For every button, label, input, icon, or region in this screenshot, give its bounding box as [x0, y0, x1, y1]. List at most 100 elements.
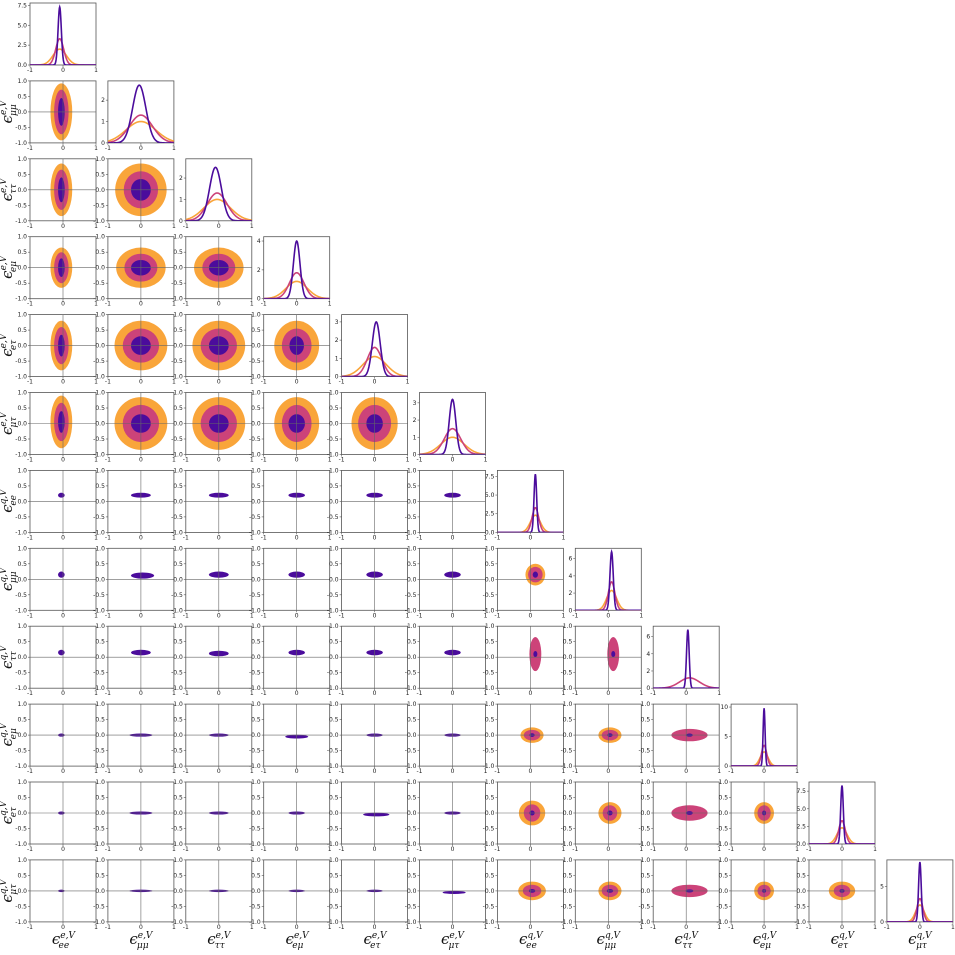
y-tick-label: 0.0	[251, 810, 261, 817]
axis-label: ϵe,Vμτ	[0, 410, 19, 435]
y-tick-label: 0.5	[641, 872, 651, 879]
x-tick-label: -1	[105, 534, 111, 541]
density-curve	[731, 751, 798, 767]
x-tick-label: 1	[484, 612, 488, 619]
x-tick-label: -1	[105, 612, 111, 619]
y-tick-label: -1.0	[93, 685, 105, 692]
x-tick-label: 1	[94, 379, 98, 386]
y-tick-label: 1.0	[173, 623, 183, 630]
y-tick-label: 0.5	[173, 795, 183, 802]
y-tick-label: -0.5	[405, 903, 417, 910]
y-tick-label: -1.0	[171, 919, 183, 926]
axis-label: ϵe,V ee	[52, 930, 77, 951]
x-tick-label: -1	[105, 457, 111, 464]
x-tick-label: 1	[561, 534, 565, 541]
y-tick-label: 1.0	[95, 390, 105, 397]
y-tick-label: -1.0	[249, 607, 261, 614]
x-tick-label: -1	[650, 768, 656, 775]
y-tick-label: 0.5	[95, 327, 105, 334]
label-sub: μμ	[137, 941, 149, 951]
y-tick-label: 1.0	[173, 234, 183, 241]
x-tick-label: 0	[451, 457, 455, 464]
label-symbol: ϵ	[0, 270, 16, 279]
x-tick-label: -1	[261, 457, 267, 464]
y-tick-label: 0.5	[173, 872, 183, 879]
y-tick-label: 1.0	[95, 545, 105, 552]
y-tick-label: 1.0	[407, 545, 417, 552]
y-tick-label: 0.5	[251, 483, 261, 490]
y-tick-label: -0.5	[327, 592, 339, 599]
y-tick-label: 0	[179, 218, 183, 225]
y-tick-label: 2	[335, 337, 339, 344]
label-symbol: ϵ	[0, 894, 16, 903]
y-tick-label: 0	[880, 919, 884, 926]
x-tick-label: 1	[250, 301, 254, 308]
x-tick-label: 0	[295, 301, 299, 308]
y-tick-label: 1.0	[329, 779, 339, 786]
x-tick-label: 0	[139, 379, 143, 386]
y-tick-label: 1.0	[251, 545, 261, 552]
y-tick-label: 0.0	[173, 343, 183, 350]
label-symbol: ϵ	[0, 660, 16, 669]
y-tick-label: 0.5	[173, 327, 183, 334]
x-tick-label: 1	[561, 612, 565, 619]
y-tick-label: -0.5	[171, 514, 183, 521]
x-tick-label: 1	[717, 846, 721, 853]
y-tick-label: -1.0	[15, 763, 27, 770]
y-tick-label: 4	[257, 238, 261, 245]
label-sup: e,V	[60, 931, 76, 941]
y-tick-label: -1.0	[638, 841, 650, 848]
y-tick-label: 0.0	[796, 841, 806, 848]
y-tick-label: 0.5	[485, 872, 495, 879]
density-curve	[497, 473, 564, 533]
density-curve	[886, 897, 953, 922]
density-curve	[185, 198, 252, 221]
y-tick-label: 0.5	[17, 717, 27, 724]
label-sup: q,V	[0, 488, 9, 505]
y-tick-label: -0.5	[15, 202, 27, 209]
y-tick-label: 1.0	[563, 779, 573, 786]
label-symbol: ϵ	[286, 930, 295, 948]
x-tick-label: 1	[172, 301, 176, 308]
y-tick-label: -0.5	[327, 748, 339, 755]
label-symbol: ϵ	[0, 737, 16, 746]
label-sub: eμ	[9, 728, 19, 739]
x-tick-label: -1	[728, 924, 734, 931]
y-tick-label: 0.0	[407, 498, 417, 505]
x-tick-label: -1	[417, 924, 423, 931]
y-tick-label: 0.5	[251, 717, 261, 724]
x-tick-label: 1	[328, 612, 332, 619]
x-tick-label: 1	[250, 612, 254, 619]
y-tick-label: 7.5	[17, 2, 27, 9]
density-curve	[107, 114, 174, 143]
y-tick-label: -0.5	[171, 358, 183, 365]
y-tick-label: -0.5	[483, 903, 495, 910]
y-tick-label: -1.0	[249, 841, 261, 848]
y-tick-label: -0.5	[93, 748, 105, 755]
density-curve	[809, 826, 875, 844]
x-tick-label: 1	[94, 768, 98, 775]
x-tick-label: 0	[373, 379, 377, 386]
y-tick-label: 0.0	[407, 576, 417, 583]
axis-label: ϵq,Vee	[0, 488, 19, 513]
y-tick-label: -0.5	[93, 358, 105, 365]
y-tick-label: 1.0	[407, 857, 417, 864]
x-tick-label: -1	[417, 846, 423, 853]
y-tick-label: 1.0	[251, 467, 261, 474]
x-tick-label: -1	[183, 690, 189, 697]
x-tick-label: -1	[494, 690, 500, 697]
x-tick-label: -1	[339, 690, 345, 697]
y-tick-label: 2	[646, 668, 650, 675]
label-sub: eμ	[292, 941, 303, 951]
x-tick-label: 1	[172, 612, 176, 619]
y-tick-label: -1.0	[93, 374, 105, 381]
y-tick-label: 1.0	[17, 78, 27, 85]
label-sup: q,V	[0, 566, 9, 583]
x-tick-label: 0	[139, 534, 143, 541]
x-tick-label: 0	[606, 924, 610, 931]
y-tick-label: 1.0	[173, 312, 183, 319]
x-tick-label: 0	[762, 924, 766, 931]
y-tick-label: -1.0	[327, 919, 339, 926]
y-tick-label: -0.5	[327, 670, 339, 677]
